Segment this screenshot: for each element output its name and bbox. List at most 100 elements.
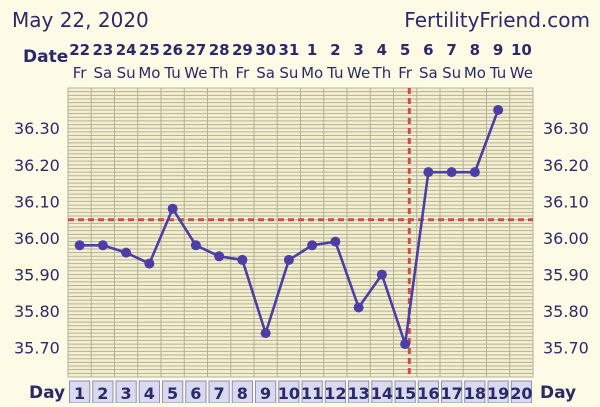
date-tick-label: 23 <box>92 41 113 59</box>
y-tick-label-left: 35.90 <box>14 266 60 285</box>
weekday-tick-label: Su <box>442 64 461 82</box>
cycle-day-row: 1 2 3 4 5 6 7 8 9 10 11 12 13 14 15 16 17 18 19 20 <box>69 380 533 404</box>
cycle-day-label: 18 <box>464 384 486 403</box>
date-tick-label: 3 <box>353 41 363 59</box>
y-tick-label-left: 36.00 <box>14 229 60 248</box>
date-tick-label: 30 <box>255 41 276 59</box>
weekday-tick-label: Tu <box>489 64 506 82</box>
date-tick-label: 10 <box>511 41 532 59</box>
weekday-tick-label: Su <box>279 64 298 82</box>
weekday-tick-label: Th <box>372 64 392 82</box>
date-tick-label: 4 <box>377 41 387 59</box>
weekday-tick-label: Fr <box>398 64 413 82</box>
cycle-day-label: 16 <box>417 384 439 403</box>
date-row-label: Date <box>23 47 68 67</box>
cycle-day-label: 7 <box>214 384 225 403</box>
date-tick-label: 9 <box>493 41 503 59</box>
y-tick-label-right: 36.10 <box>543 192 589 211</box>
y-tick-label-left: 35.80 <box>14 302 60 321</box>
y-tick-label-right: 35.70 <box>543 339 589 358</box>
y-tick-label-right: 36.20 <box>543 156 589 175</box>
cycle-day-label: 2 <box>97 384 108 403</box>
temperature-point <box>493 104 504 115</box>
date-tick-label: 1 <box>307 41 317 59</box>
date-tick-label: 22 <box>69 41 90 59</box>
temperature-point <box>423 167 434 178</box>
grid <box>67 87 534 378</box>
temperature-point <box>376 269 387 280</box>
cycle-day-label: 8 <box>237 384 248 403</box>
weekday-tick-label: Th <box>209 64 229 82</box>
temperature-point <box>97 240 108 251</box>
cycle-day-label: 20 <box>510 384 532 403</box>
site-name: FertilityFriend.com <box>404 8 590 32</box>
temperature-point <box>446 167 457 178</box>
date-tick-label: 29 <box>232 41 253 59</box>
temperature-point <box>307 240 318 251</box>
weekday-tick-label: We <box>184 64 207 82</box>
date-tick-label: 7 <box>446 41 456 59</box>
weekday-tick-label: Fr <box>236 64 251 82</box>
temperature-point <box>353 302 364 313</box>
cycle-day-label: 4 <box>144 384 155 403</box>
day-row-label-right: Day <box>540 383 576 403</box>
series <box>74 104 504 350</box>
weekday-tick-label: Mo <box>138 64 160 82</box>
temperature-point <box>469 167 480 178</box>
weekday-tick-label: Mo <box>301 64 323 82</box>
temperature-point <box>74 240 85 251</box>
cycle-day-label: 10 <box>278 384 300 403</box>
date-tick-label: 5 <box>400 41 410 59</box>
temperature-point <box>400 339 411 350</box>
date-tick-label: 27 <box>185 41 206 59</box>
temperature-point <box>167 203 178 214</box>
temperature-point <box>330 236 341 247</box>
weekday-tick-label: Mo <box>464 64 486 82</box>
y-tick-label-right: 35.90 <box>543 266 589 285</box>
weekday-tick-label: Fr <box>73 64 88 82</box>
temperature-point <box>237 254 248 265</box>
weekday-tick-label: Sa <box>419 64 438 82</box>
y-tick-label-left: 36.10 <box>14 192 60 211</box>
cycle-day-label: 13 <box>347 384 369 403</box>
weekday-tick-label: Sa <box>256 64 275 82</box>
cycle-day-label: 3 <box>121 384 132 403</box>
cycle-day-label: 5 <box>167 384 178 403</box>
temperature-point <box>283 254 294 265</box>
cycle-day-label: 14 <box>371 384 393 403</box>
cycle-day-label: 17 <box>440 384 462 403</box>
cycle-day-label: 19 <box>487 384 509 403</box>
date-tick-label: 31 <box>278 41 299 59</box>
temperature-point <box>190 240 201 251</box>
weekday-tick-label: We <box>510 64 533 82</box>
date-tick-label: 26 <box>162 41 183 59</box>
temperature-point <box>260 328 271 339</box>
date-tick-label: 25 <box>139 41 160 59</box>
weekday-tick-label: Tu <box>163 64 180 82</box>
y-axis: 35.70 35.70 35.80 35.80 35.90 35.90 36.00 36.00… <box>14 119 589 357</box>
cycle-day-label: 15 <box>394 384 416 403</box>
cycle-day-label: 6 <box>190 384 201 403</box>
cycle-day-label: 1 <box>74 384 85 403</box>
chart-date: May 22, 2020 <box>12 8 149 32</box>
y-tick-label-right: 36.00 <box>543 229 589 248</box>
date-tick-label: 8 <box>470 41 480 59</box>
y-tick-label-right: 36.30 <box>543 119 589 138</box>
date-tick-label: 24 <box>116 41 137 59</box>
cycle-day-label: 9 <box>260 384 271 403</box>
temperature-point <box>121 247 132 258</box>
weekday-tick-label: We <box>347 64 370 82</box>
y-tick-label-left: 36.30 <box>14 119 60 138</box>
weekday-tick-label: Tu <box>326 64 343 82</box>
weekday-tick-label: Su <box>117 64 136 82</box>
y-tick-label-left: 35.70 <box>14 339 60 358</box>
date-tick-label: 6 <box>423 41 433 59</box>
weekday-tick-label: Sa <box>94 64 113 82</box>
date-tick-label: 2 <box>330 41 340 59</box>
temperature-point <box>144 258 155 269</box>
cycle-day-label: 12 <box>324 384 346 403</box>
date-tick-label: 28 <box>209 41 230 59</box>
